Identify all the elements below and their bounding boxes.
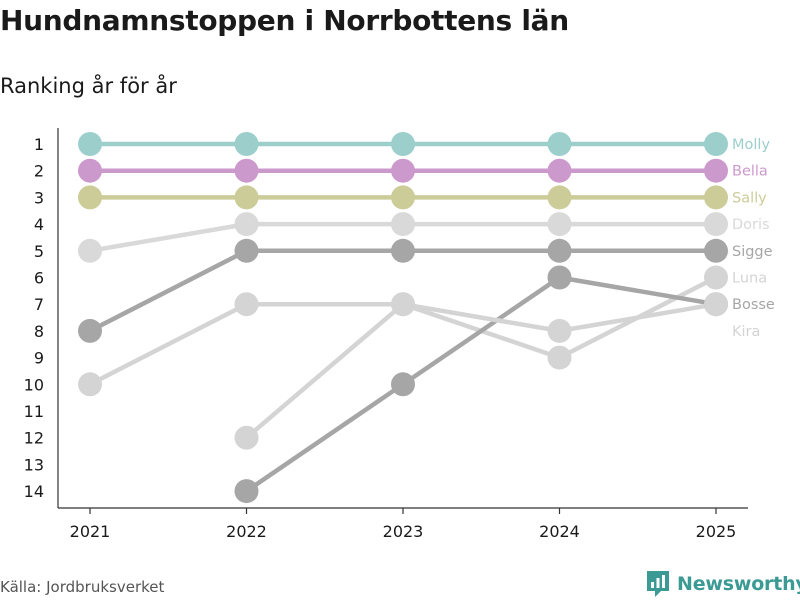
y-tick-label-13: 13 xyxy=(24,455,44,474)
point-sigge-2022 xyxy=(234,238,259,263)
chart-title: Hundnamnstoppen i Norrbottens län xyxy=(0,4,569,37)
series-label-bella: Bella xyxy=(732,164,768,180)
point-bella-2021 xyxy=(78,158,102,183)
point-bosse-2024 xyxy=(547,265,572,290)
point-molly-2023 xyxy=(391,132,415,156)
y-tick-label-2: 2 xyxy=(34,162,44,181)
point-doris-2025 xyxy=(704,212,728,237)
point-molly-2022 xyxy=(234,132,259,156)
point-bella-2025 xyxy=(704,158,728,183)
chart-subtitle: Ranking år för år xyxy=(0,74,177,98)
point-doris-2024 xyxy=(547,212,572,237)
point-kira-2025 xyxy=(704,292,728,317)
brand-name: Newsworthy xyxy=(677,573,800,595)
point-bella-2024 xyxy=(547,158,572,183)
point-sigge-2024 xyxy=(547,238,572,263)
point-luna-2022 xyxy=(234,425,259,450)
newsworthy-logo-icon xyxy=(647,571,669,597)
y-tick-label-7: 7 xyxy=(34,295,44,314)
point-molly-2024 xyxy=(547,132,572,156)
newsworthy-logo[interactable]: Newsworthy xyxy=(645,569,800,599)
point-sally-2025 xyxy=(704,185,728,210)
point-molly-2025 xyxy=(704,132,728,156)
point-bella-2022 xyxy=(234,158,259,183)
point-sigge-2021 xyxy=(78,318,102,343)
series-labels: Molly Bella Sally Doris Sigge Luna Bosse Kira xyxy=(732,137,775,340)
x-tick-label-2021: 2021 xyxy=(70,522,111,541)
series-label-luna: Luna xyxy=(732,271,767,287)
point-bosse-2023 xyxy=(391,372,415,397)
source-note: Källa: Jordbruksverket xyxy=(0,578,165,596)
point-sally-2022 xyxy=(234,185,259,210)
y-tick-label-10: 10 xyxy=(24,375,44,394)
series-line-luna xyxy=(244,275,719,440)
point-sally-2024 xyxy=(547,185,572,210)
point-kira-2022 xyxy=(234,292,259,317)
y-tick-label-3: 3 xyxy=(34,188,44,207)
y-tick-label-9: 9 xyxy=(34,349,44,368)
y-tick-label-4: 4 xyxy=(34,215,44,234)
x-tick-label-2022: 2022 xyxy=(226,522,267,541)
y-tick-label-8: 8 xyxy=(34,322,44,341)
point-molly-2021 xyxy=(78,132,102,156)
y-tick-label-6: 6 xyxy=(34,269,44,288)
series-points xyxy=(78,132,728,504)
x-tick-label-2025: 2025 xyxy=(696,522,737,541)
point-kira-2021 xyxy=(78,372,102,397)
series-label-molly: Molly xyxy=(732,137,770,153)
series-line-bosse xyxy=(244,275,719,494)
point-sigge-2023 xyxy=(391,238,415,263)
y-tick-label-5: 5 xyxy=(34,242,44,261)
point-bella-2023 xyxy=(391,158,415,183)
y-tick-label-1: 1 xyxy=(34,135,44,154)
series-label-kira: Kira xyxy=(732,324,760,340)
series-line-kira xyxy=(87,301,719,387)
x-tick-label-2023: 2023 xyxy=(383,522,424,541)
point-bosse-2022 xyxy=(234,479,259,504)
y-tick-label-11: 11 xyxy=(24,402,44,421)
point-doris-2021 xyxy=(78,238,102,263)
point-sally-2023 xyxy=(391,185,415,210)
series-label-sally: Sally xyxy=(732,190,767,206)
point-kira-2024 xyxy=(547,318,572,343)
point-doris-2023 xyxy=(391,212,415,237)
series-label-doris: Doris xyxy=(732,217,770,233)
point-luna-2025 xyxy=(704,265,728,290)
series-label-bosse: Bosse xyxy=(732,297,775,313)
point-sigge-2025 xyxy=(704,238,728,263)
y-tick-label-12: 12 xyxy=(24,429,44,448)
series-label-sigge: Sigge xyxy=(732,244,773,260)
point-doris-2022 xyxy=(234,212,259,237)
point-sally-2021 xyxy=(78,185,102,210)
x-tick-label-2024: 2024 xyxy=(539,522,580,541)
y-tick-label-14: 14 xyxy=(24,482,44,501)
point-kira-2023 xyxy=(391,292,415,317)
point-luna-2024 xyxy=(547,345,572,370)
